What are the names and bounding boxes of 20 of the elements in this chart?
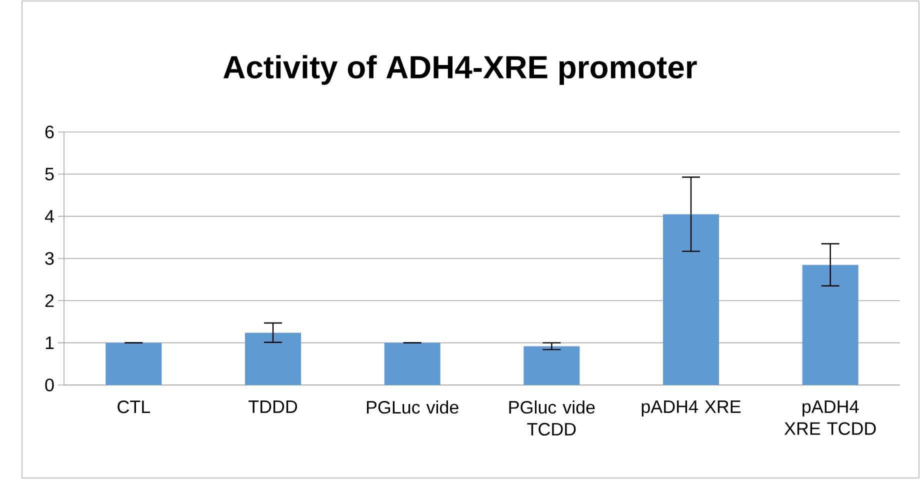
bar (106, 342, 162, 385)
x-tick-label: pADH4 XRE TCDD (784, 400, 876, 435)
bar (663, 214, 720, 385)
chart-title: Activity of ADH4-XRE promoter (223, 55, 697, 85)
x-tick-label: PGluc vide TCDD (509, 400, 595, 436)
bar (245, 332, 302, 385)
bar (524, 346, 580, 385)
y-tick-label: 6 (45, 126, 54, 138)
y-tick-label: 3 (45, 252, 54, 265)
y-tick-label: 2 (45, 294, 54, 307)
x-tick-label: PGLuc vide (366, 400, 458, 414)
x-tick-label: pADH4 XRE (642, 400, 741, 417)
y-tick-label: 5 (45, 168, 54, 180)
y-tick-label: 1 (46, 336, 54, 349)
x-tick-label: CTL (118, 400, 150, 414)
bar (802, 264, 858, 385)
bar (384, 342, 440, 385)
x-tick-label: TDDD (248, 400, 298, 413)
y-tick-label: 0 (45, 378, 54, 392)
y-tick-label: 4 (44, 210, 54, 222)
